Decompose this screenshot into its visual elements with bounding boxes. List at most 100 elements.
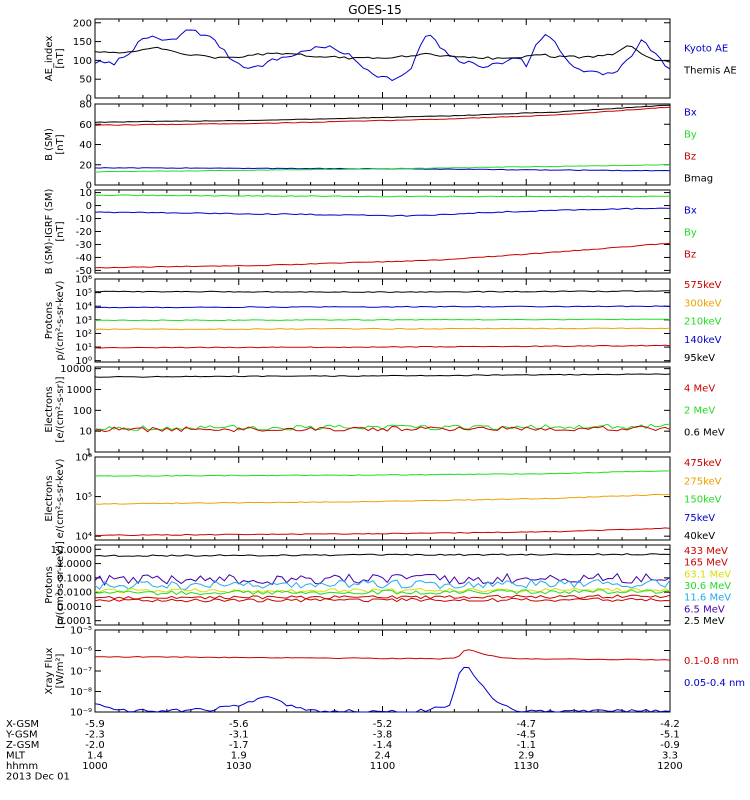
legend-entry: Bmag [684, 174, 713, 185]
legend-entry: 75keV [684, 513, 715, 524]
y-tick-label: 20 [79, 160, 92, 171]
y-tick-label: -40 [76, 253, 92, 264]
legend-entry: 30.6 MeV [684, 581, 731, 592]
panel-protons2: 0.0001 0.0010 0.0100 0.1000 1.0000 10.0000 Pro… [44, 541, 731, 629]
series-line-bz [94, 242, 671, 269]
series-line-30-6-mev [94, 589, 671, 596]
legend-entry: 6.5 MeV [684, 604, 725, 615]
y-tick-label: 10⁴ [75, 532, 92, 543]
legend-entry: 150keV [684, 495, 722, 506]
series-line-bz [94, 106, 671, 126]
series-line-210kev [94, 318, 671, 322]
footer-value: -4.7 [516, 719, 536, 730]
y-axis-label: Electrons [44, 386, 55, 432]
y-tick-label: 150 [73, 37, 92, 48]
legend-entry: Bx [684, 108, 697, 119]
footer-value: -5.9 [85, 719, 105, 730]
y-axis-label: [nT] [55, 134, 66, 154]
y-tick-label: 0 [86, 181, 92, 192]
y-tick-label: 10⁶ [75, 453, 92, 464]
y-tick-label: 10⁶ [75, 275, 92, 286]
series-line-bx [94, 207, 671, 217]
panel-bsm: 0 20 40 60 80 B (SM) [nT] Bx By Bz Bmag [44, 100, 713, 192]
footer-row-label: Y-GSM [5, 730, 38, 741]
y-tick-label: -30 [76, 240, 92, 251]
legend-entry: 275keV [684, 476, 722, 487]
footer-value: -2.0 [85, 740, 105, 751]
legend-entry: Bx [684, 206, 697, 217]
y-tick-label: 10³ [75, 315, 92, 326]
footer-row-label: Z-GSM [6, 740, 39, 751]
y-axis-label: Xray Flux [44, 647, 55, 694]
series-line-2-5-mev [94, 553, 671, 557]
y-tick-label: 0.0010 [57, 602, 92, 613]
footer-value: 2.4 [375, 751, 391, 762]
series-line-kyoto-ae [94, 29, 671, 82]
y-tick-label: 1000 [67, 385, 92, 396]
series-line-165-mev [94, 594, 671, 600]
legend-entry: 63.1 MeV [684, 569, 731, 580]
panel-electrons2: 10⁴ 10⁵ 10⁶ Electrons e/(cm²-s-sr-keV) 475keV… [44, 453, 722, 543]
legend-entry: 4 MeV [684, 384, 715, 395]
panel-frame [94, 544, 671, 626]
y-tick-label: 200 [73, 18, 92, 29]
footer-date: 2013 Dec 01 [6, 772, 70, 783]
y-axis-label: [nT] [55, 48, 66, 68]
y-axis-label: [W/m²] [55, 653, 66, 688]
y-axis-label: Electrons [44, 475, 55, 521]
legend-entry: 575keV [684, 280, 722, 291]
series-line-themis-ae [94, 45, 671, 63]
footer-value: 1000 [82, 761, 107, 772]
panel-frame [94, 456, 671, 541]
series-line-0-1-0-8-nm [95, 649, 671, 661]
series-line-11-6-mev [94, 578, 671, 590]
y-tick-label: 0.0100 [57, 588, 92, 599]
legend-entry: By [684, 130, 697, 141]
footer-value: -5.6 [229, 719, 249, 730]
y-axis-label: p/(cm²-s-sr-keV) [55, 280, 66, 360]
series-line-575kev [94, 344, 671, 349]
series-line-0-6-mev [94, 373, 671, 378]
legend-entry: 11.6 MeV [684, 593, 731, 604]
series-line-bx [94, 167, 671, 172]
y-tick-label: 10⁴ [75, 302, 92, 313]
panel-bdiff: -50 -40 -30 -20 -10 0 10 B (SM)-IGRF (SM) [nT] Bx… [44, 188, 697, 277]
footer-value: 1130 [514, 761, 539, 772]
footer-value: -5.1 [660, 730, 680, 741]
y-tick-label: 10000 [60, 364, 92, 375]
y-tick-label: 10⁵ [75, 492, 92, 503]
y-axis-label: B (SM)-IGRF (SM) [44, 189, 55, 275]
y-axis-label: Protons [44, 302, 55, 339]
series-line-by [94, 164, 671, 173]
footer-value: -3.8 [373, 730, 393, 741]
panel-electrons1: 1 10 100 1000 10000 Electrons [e/(cm²-s-sr)] 4 … [44, 364, 725, 458]
footer-row-label: X-GSM [6, 719, 39, 730]
footer-value: -5.2 [373, 719, 393, 730]
series-line-140kev [94, 305, 671, 309]
y-tick-label: 0.1000 [57, 573, 92, 584]
legend-entry: 140keV [684, 335, 722, 346]
y-tick-label: 1.0000 [57, 559, 92, 570]
panel-frame [94, 629, 671, 713]
y-tick-label: 80 [79, 100, 92, 111]
footer-value: 1.4 [87, 751, 103, 762]
footer-value: 3.3 [662, 751, 678, 762]
y-tick-label: -20 [76, 227, 92, 238]
y-tick-label: 10⁻⁵ [70, 626, 92, 637]
y-axis-label: AE_index [44, 36, 55, 82]
y-axis-label: e/(cm²-s-sr-keV) [55, 459, 66, 539]
panel-xray: 10⁻⁹ 10⁻⁸ 10⁻⁷ 10⁻⁶ 10⁻⁵ Xray Flux [W/m²] 0.1-0… [44, 626, 745, 719]
footer-value: -4.5 [516, 730, 536, 741]
y-tick-label: 50 [79, 75, 92, 86]
footer-value: -2.3 [85, 730, 105, 741]
footer-value: 1030 [226, 761, 251, 772]
series-line-0-05-0-4-nm [94, 666, 671, 713]
panel-frame [94, 189, 671, 274]
footer-value: -4.2 [660, 719, 680, 730]
footer-value: 2.9 [518, 751, 534, 762]
legend-entry: 165 MeV [684, 558, 728, 569]
footer-value: -1.4 [373, 740, 393, 751]
y-tick-label: 10.0000 [51, 545, 92, 556]
